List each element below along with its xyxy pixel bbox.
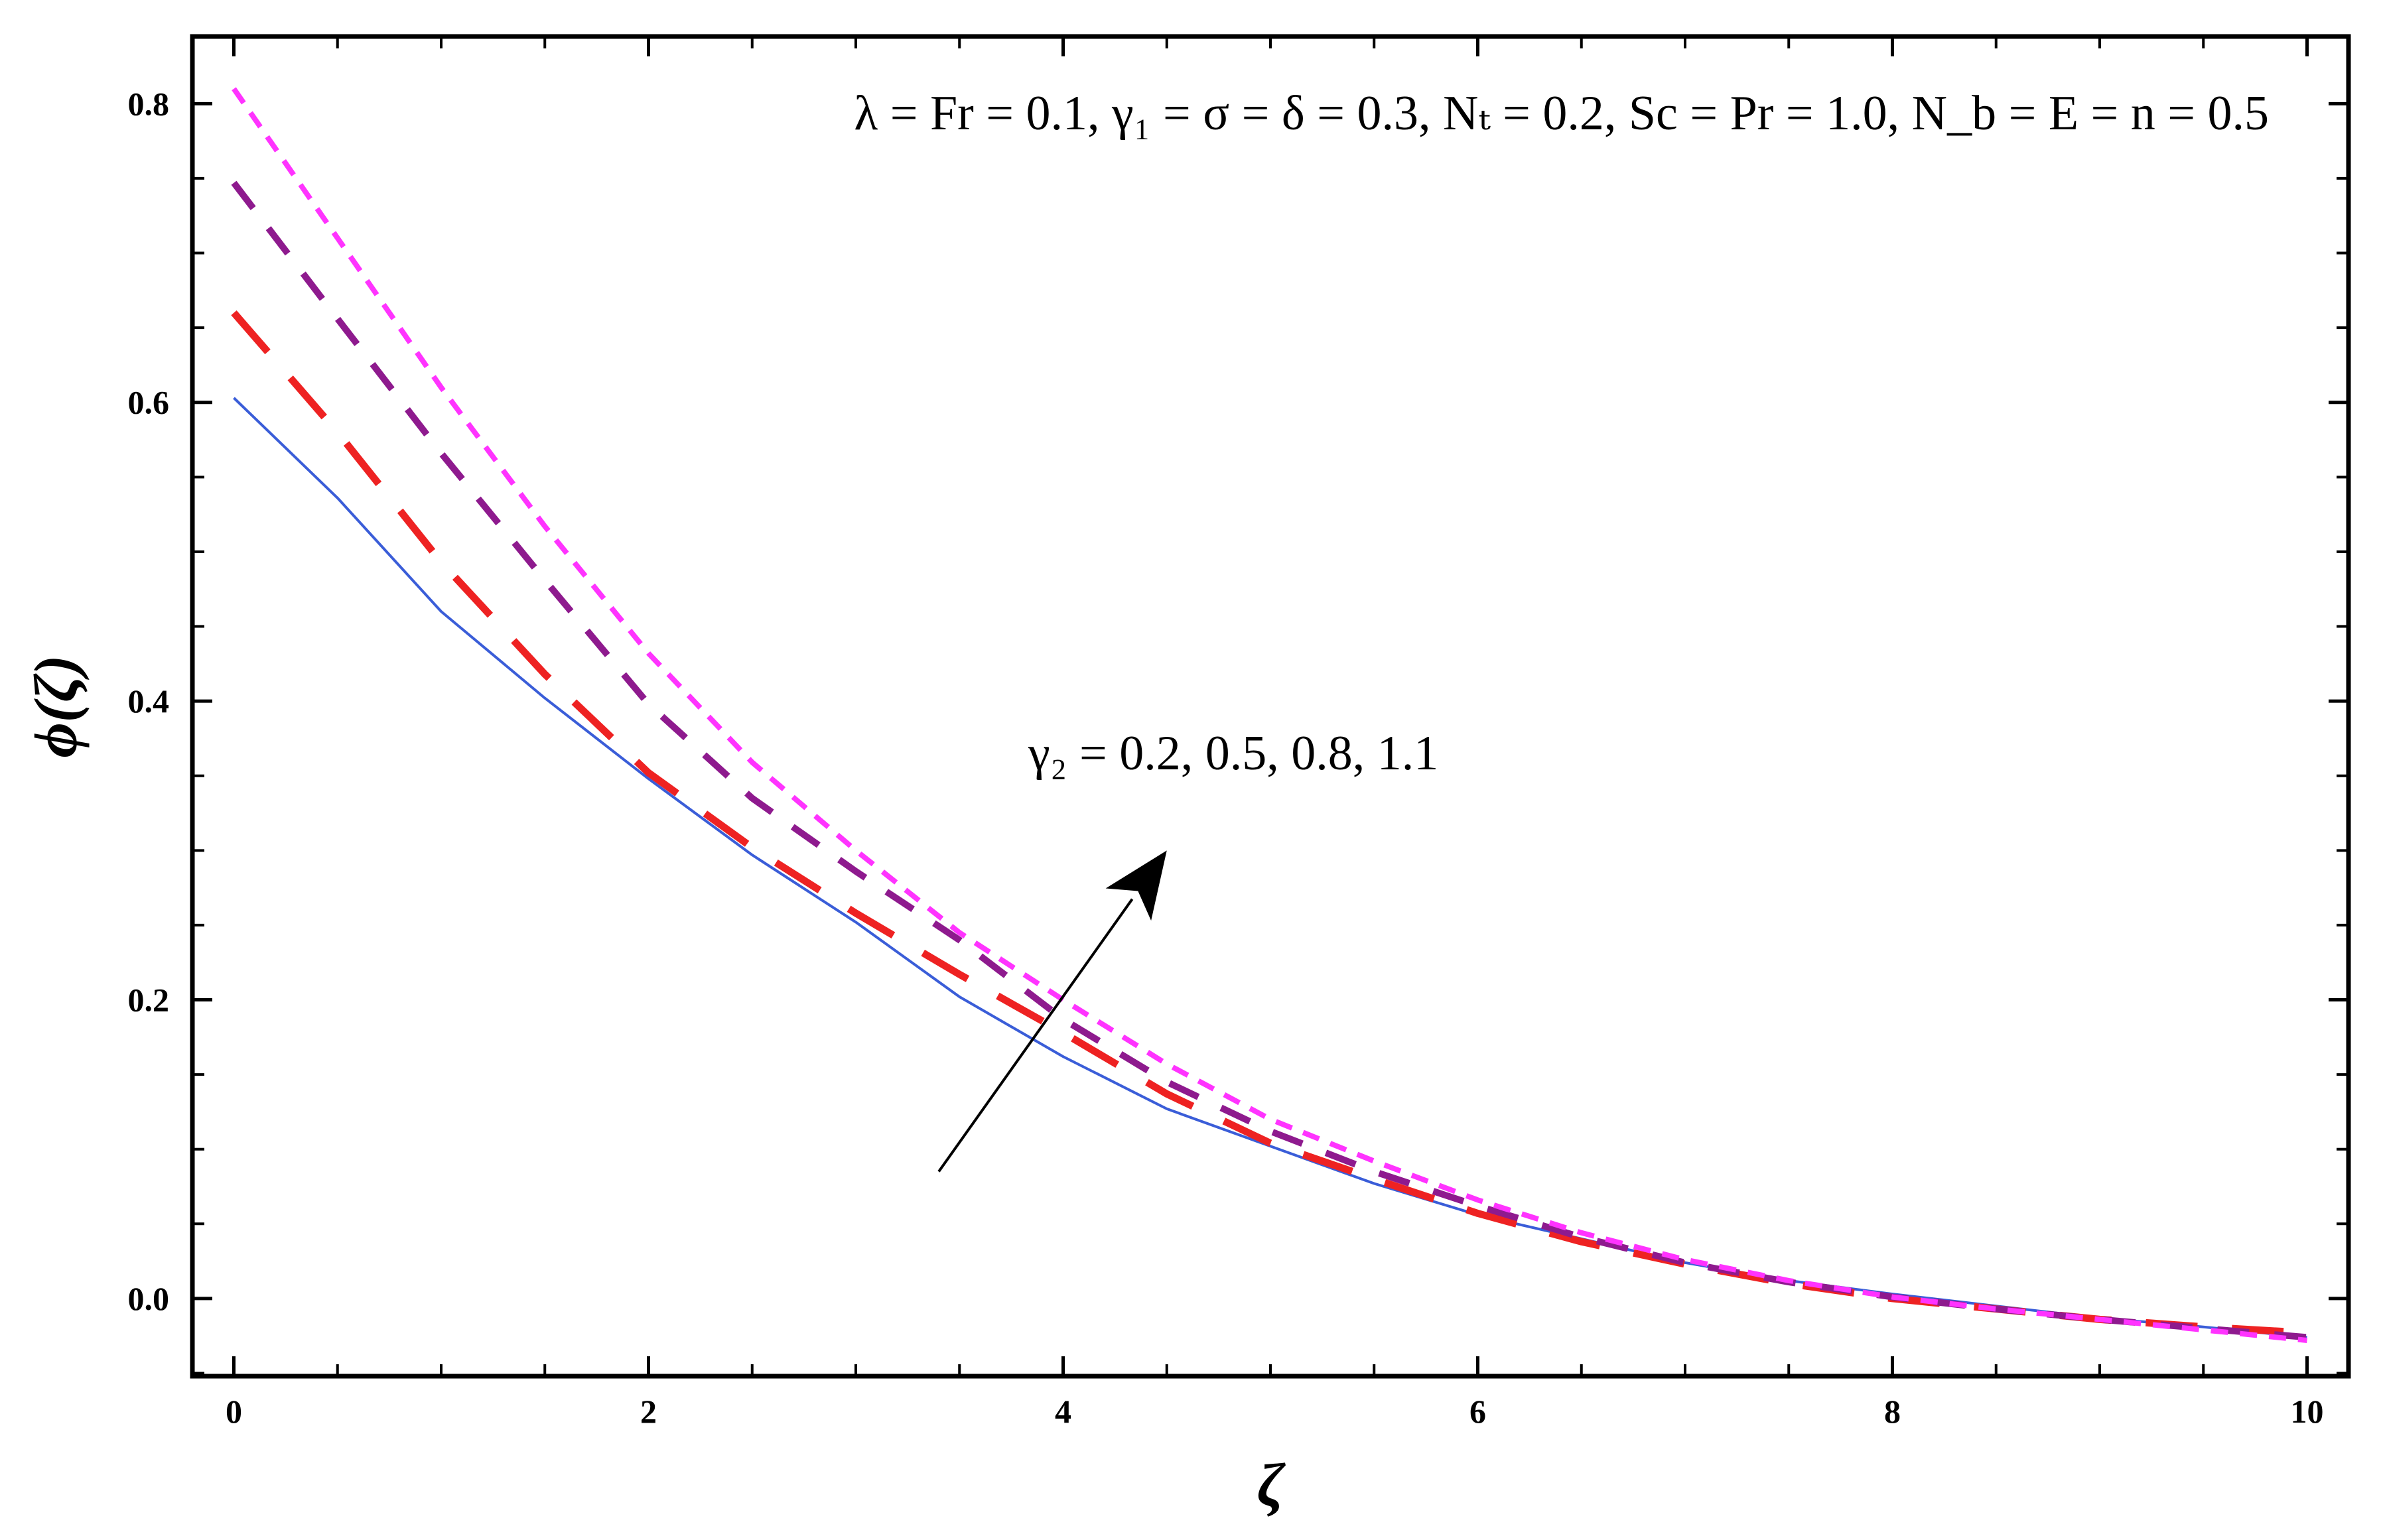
trend-arrow-shaft [937,898,1134,1173]
x-tick-label: 4 [1055,1393,1071,1430]
y-tick-label: 0.6 [128,384,170,421]
series-line-4 [232,87,2307,1343]
y-tick-label: 0.8 [128,85,170,122]
trend-arrow [937,850,1167,1173]
tick-layer [192,36,2349,1376]
tick-label-layer: 0 2 4 6 8 10 0.0 0.2 0.4 0.6 0.8 [128,85,2324,1430]
x-tick-label: 8 [1884,1393,1901,1430]
x-tick-label: 2 [640,1393,657,1430]
variation-annotation: γ₂ = 0.2, 0.5, 0.8, 1.1 [1028,726,1438,781]
plot-frame [190,34,2351,1379]
x-tick-label: 0 [226,1393,242,1430]
x-tick-label: 10 [2291,1393,2324,1430]
series-line-2 [231,310,2307,1337]
x-tick-label: 6 [1469,1393,1486,1430]
y-tick-label: 0.4 [128,682,170,720]
trend-arrow-head [1105,850,1167,921]
series-layer [231,87,2307,1343]
x-axis-title: ζ [1257,1451,1286,1519]
y-axis-title: ϕ(ζ) [22,655,90,757]
parameter-annotation: λ = Fr = 0.1, γ₁ = σ = δ = 0.3, Nₜ = 0.2… [854,86,2269,141]
y-tick-label: 0.2 [128,982,170,1019]
y-tick-label: 0.0 [128,1280,170,1317]
